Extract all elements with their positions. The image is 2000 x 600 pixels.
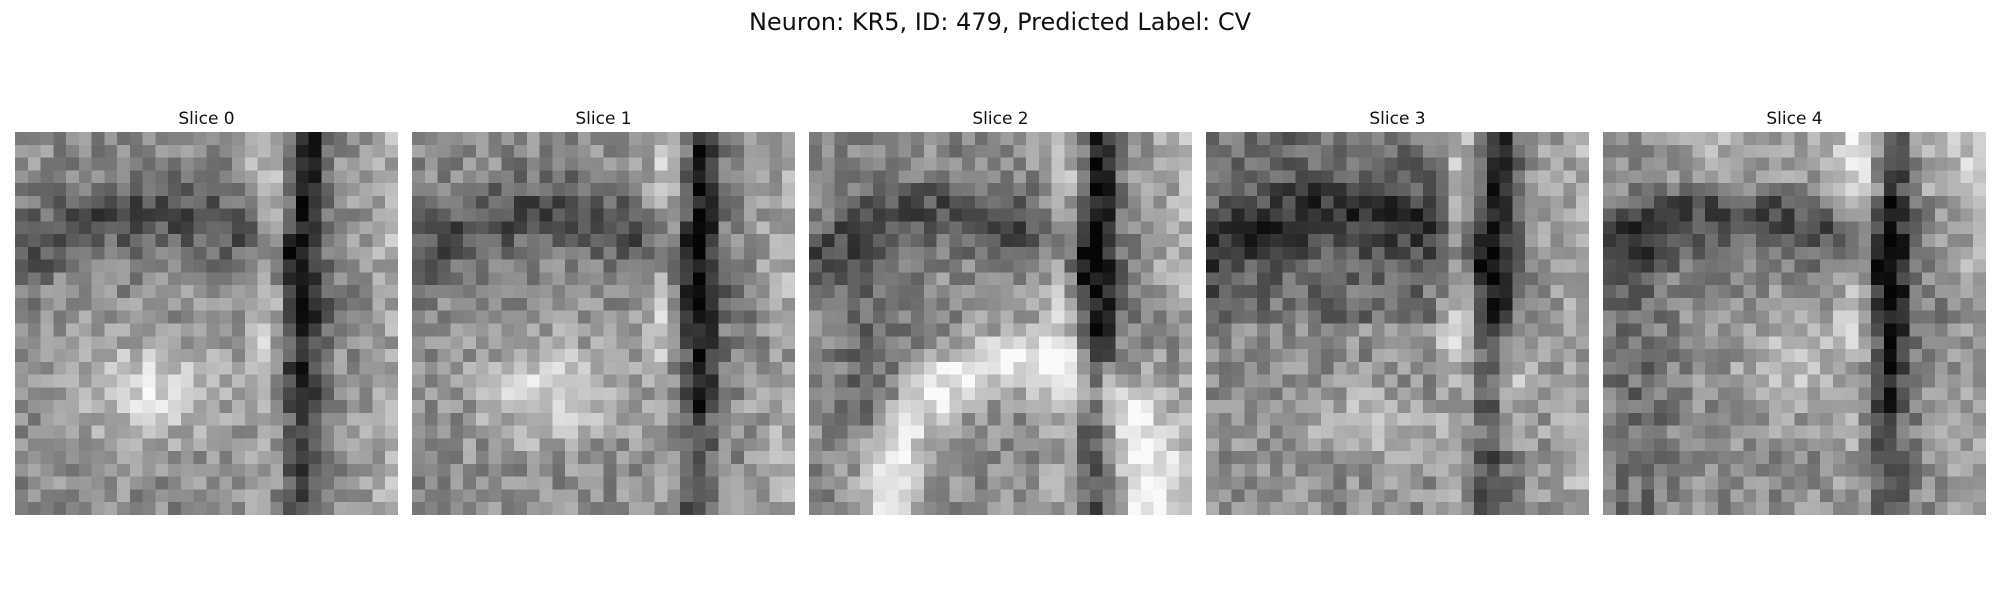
slice-panel-2: Slice 2 xyxy=(809,108,1192,515)
slice-image-3 xyxy=(1206,132,1589,515)
slice-panel-3: Slice 3 xyxy=(1206,108,1589,515)
figure-title: Neuron: KR5, ID: 479, Predicted Label: C… xyxy=(748,8,1252,36)
slice-title-4: Slice 4 xyxy=(1766,109,1823,129)
slice-panel-4: Slice 4 xyxy=(1603,108,1986,515)
slice-image-4 xyxy=(1603,132,1986,515)
slice-panel-1: Slice 1 xyxy=(412,108,795,515)
slice-image-0 xyxy=(15,132,398,515)
slice-panel-0: Slice 0 xyxy=(15,108,398,515)
slice-title-1: Slice 1 xyxy=(575,109,632,129)
slice-image-1 xyxy=(412,132,795,515)
slice-image-2 xyxy=(809,132,1192,515)
slice-title-3: Slice 3 xyxy=(1369,109,1426,129)
slice-title-2: Slice 2 xyxy=(972,109,1029,129)
slice-title-0: Slice 0 xyxy=(178,109,235,129)
